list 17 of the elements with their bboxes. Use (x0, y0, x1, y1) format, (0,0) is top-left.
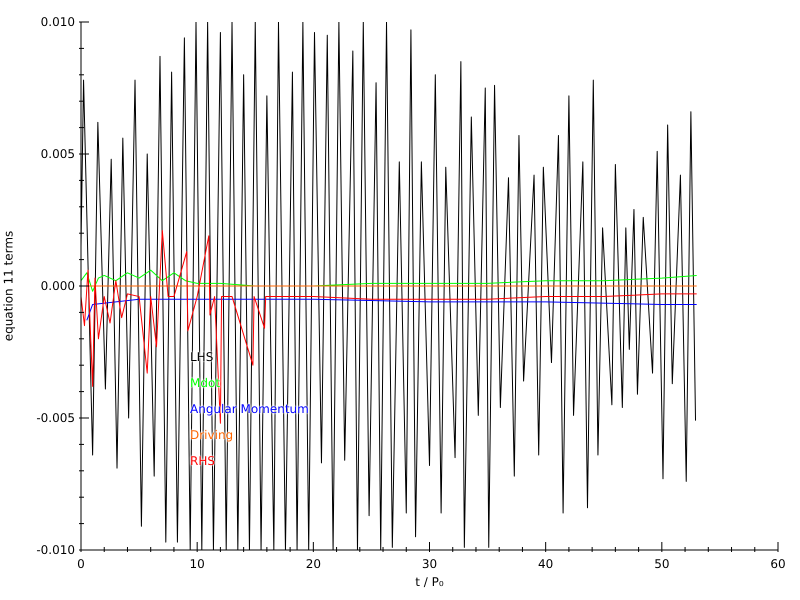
x-tick-label: 20 (306, 557, 321, 571)
x-tick-label: 10 (190, 557, 205, 571)
line-series (86, 298, 698, 321)
x-tick-label: 0 (77, 557, 85, 571)
x-tick-label: 50 (654, 557, 670, 571)
y-tick-label: 0.005 (40, 147, 75, 161)
line-series (81, 230, 698, 424)
y-tick-label: -0.005 (36, 411, 75, 425)
x-tick-label: 60 (770, 557, 786, 571)
y-tick-label: 0.000 (40, 279, 75, 293)
x-tick-label: 40 (538, 557, 554, 571)
y-axis-title: equation 11 terms (1, 230, 16, 342)
line-series (81, 270, 698, 292)
x-tick-label: 30 (422, 557, 438, 571)
x-axis-title: t / P₀ (415, 575, 444, 589)
y-tick-label: 0.010 (40, 15, 75, 29)
y-tick-label: -0.010 (36, 543, 75, 557)
